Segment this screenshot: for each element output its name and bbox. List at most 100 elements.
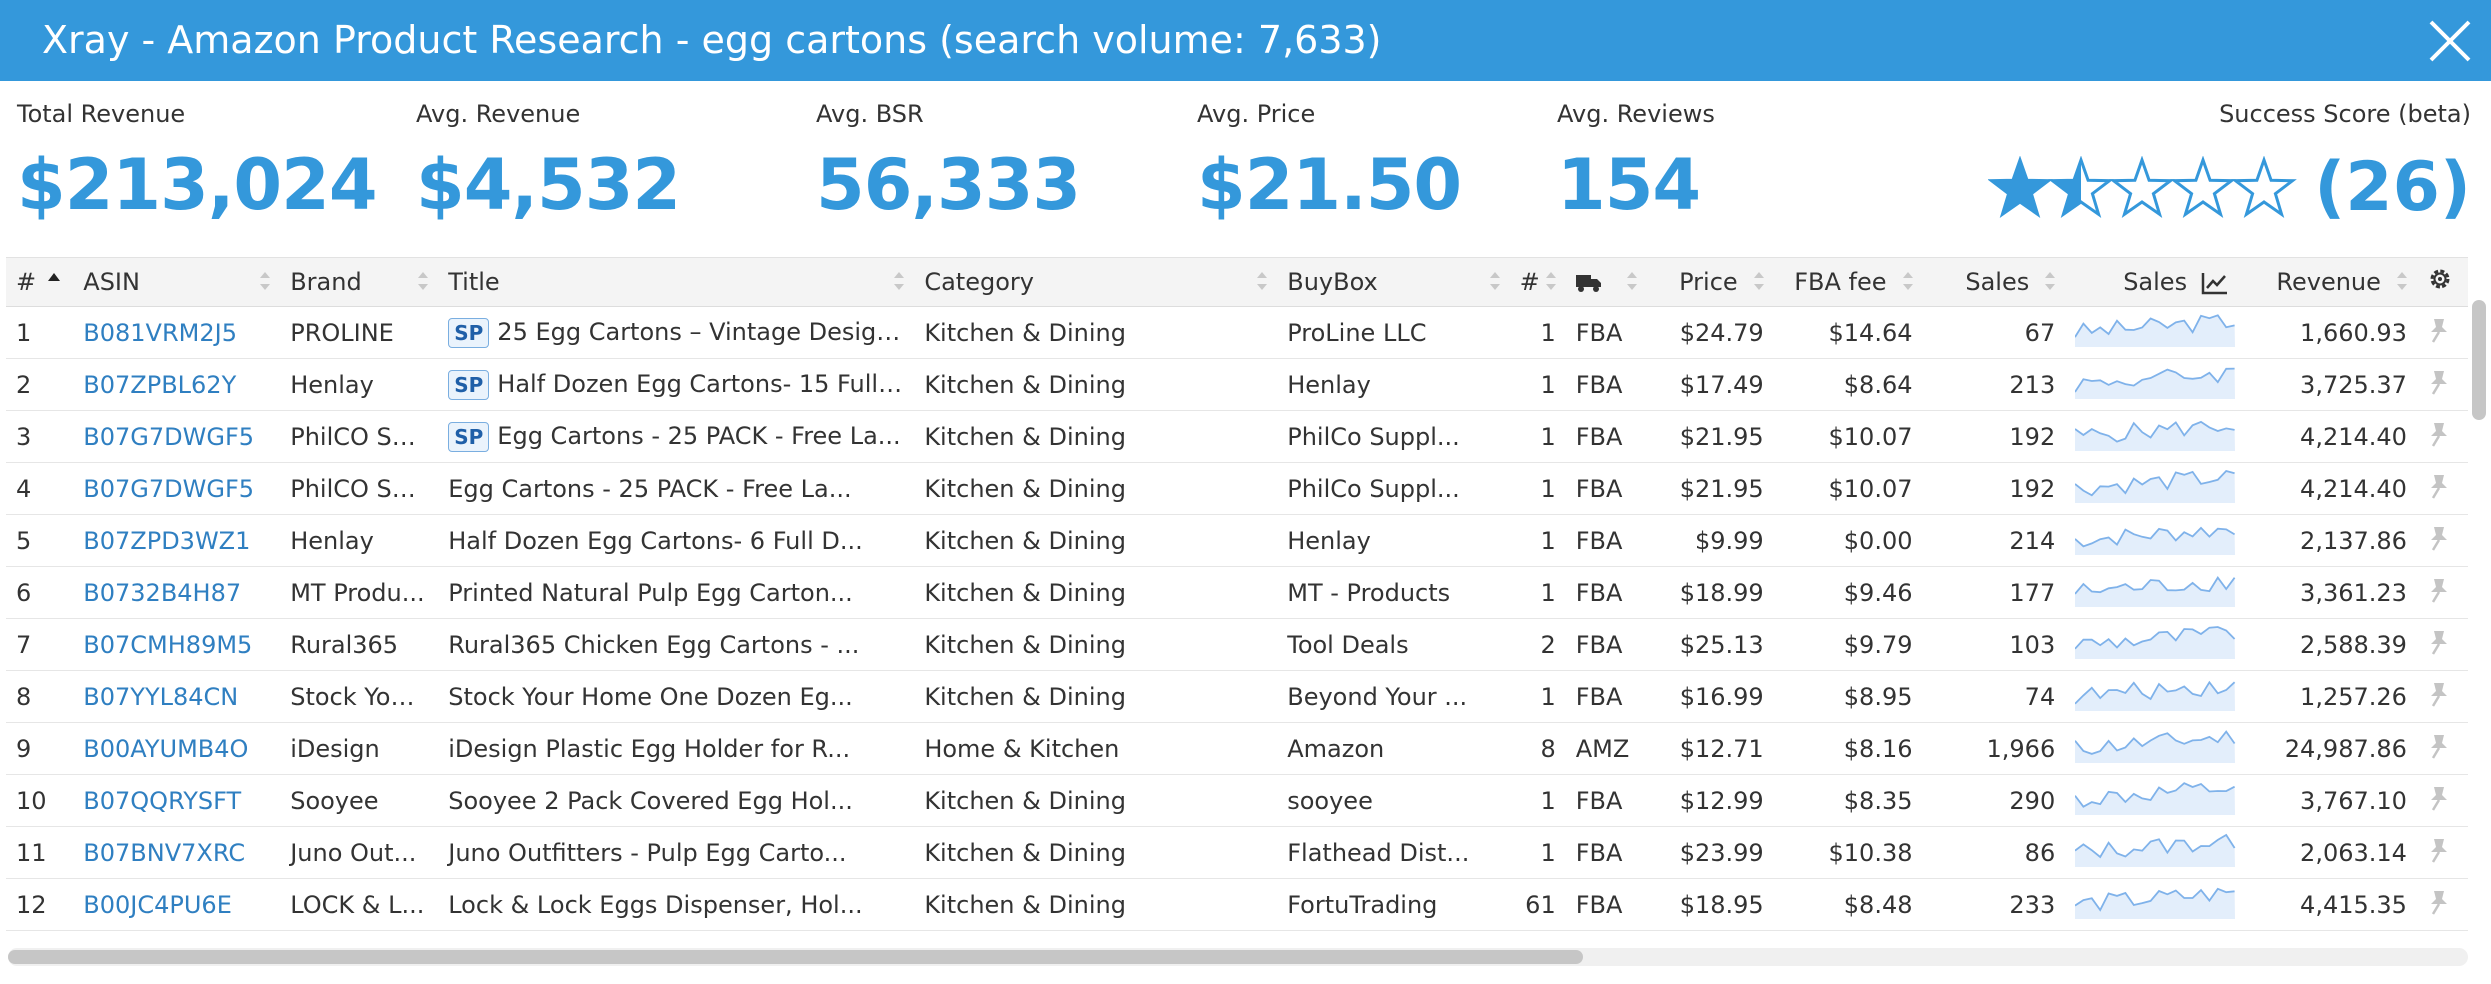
pin-cell[interactable] [2416,462,2468,515]
table-row[interactable]: 4 B07G7DWGF5 PhilCO Su... Egg Cartons - 25 … [6,462,2468,515]
pin-icon[interactable] [2427,369,2451,395]
pin-icon[interactable] [2427,525,2451,551]
col-header-revenue[interactable]: Revenue [2248,258,2417,307]
table-row[interactable]: 9 B00AYUMB4O iDesign iDesign Plastic Egg Ho… [6,722,2468,775]
col-header-price[interactable]: Price [1647,258,1774,307]
table-row[interactable]: 12 B00JC4PU6E LOCK & L... Lock & Lock Eggs … [6,878,2468,931]
table-row[interactable]: 10 B07QQRYSFT Sooyee Sooyee 2 Pack Covered … [6,774,2468,827]
title-text: Rural365 Chicken Egg Cartons - ... [448,630,860,659]
price-cell: $12.71 [1647,722,1774,775]
stat-label: Avg. Reviews [1557,100,1715,128]
pin-icon[interactable] [2427,837,2451,863]
pin-icon[interactable] [2427,473,2451,499]
fba-fee-cell: $8.48 [1773,878,1923,931]
table-row[interactable]: 2 B07ZPBL62Y Henlay SP Half Dozen Egg Carton… [6,358,2468,411]
title-cell: Half Dozen Egg Cartons- 6 Full D... [438,514,915,567]
stat-value: 56,333 [816,144,1081,226]
horizontal-scroll-thumb[interactable] [8,950,1583,964]
fulfillment-cell: FBA [1565,618,1648,671]
col-header-sellers[interactable]: # [1509,258,1566,307]
table-row[interactable]: 5 B07ZPD3WZ1 Henlay Half Dozen Egg Cartons-… [6,514,2468,567]
table-row[interactable]: 1 B081VRM2J5 PROLINE SP 25 Egg Cartons – Vin… [6,306,2468,359]
pin-cell[interactable] [2416,670,2468,723]
horizontal-scrollbar[interactable] [8,948,2468,966]
pin-cell[interactable] [2416,358,2468,411]
buybox-cell: PhilCo Suppl... [1277,462,1510,515]
asin-link[interactable]: B07YYL84CN [73,670,281,723]
brand-cell: Stock You... [280,670,439,723]
pin-icon[interactable] [2427,317,2451,343]
buybox-cell: Flathead Dist... [1277,826,1510,879]
pin-cell[interactable] [2416,774,2468,827]
asin-link[interactable]: B00JC4PU6E [73,878,281,931]
asin-link[interactable]: B07QQRYSFT [73,774,281,827]
category-cell: Kitchen & Dining [914,826,1278,879]
pin-icon[interactable] [2427,785,2451,811]
asin-link[interactable]: B0732B4H87 [73,566,281,619]
sales-cell: 86 [1922,826,2066,879]
stat-label: Avg. BSR [816,100,924,128]
pin-cell[interactable] [2416,566,2468,619]
col-header-fba-fee[interactable]: FBA fee [1773,258,1923,307]
pin-icon[interactable] [2427,577,2451,603]
pin-cell[interactable] [2416,410,2468,463]
table-row[interactable]: 8 B07YYL84CN Stock You... Stock Your Home O… [6,670,2468,723]
asin-link[interactable]: B07CMH89M5 [73,618,281,671]
fba-fee-cell: $0.00 [1773,514,1923,567]
sellers-count: 1 [1509,410,1566,463]
pin-cell[interactable] [2416,826,2468,879]
pin-cell[interactable] [2416,722,2468,775]
asin-link[interactable]: B07BNV7XRC [73,826,281,879]
star-icon [2170,155,2237,218]
buybox-cell: Amazon [1277,722,1510,775]
table-row[interactable]: 11 B07BNV7XRC Juno Out... Juno Outfitters -… [6,826,2468,879]
col-header-buybox[interactable]: BuyBox [1277,258,1510,307]
table-row[interactable]: 7 B07CMH89M5 Rural365 Rural365 Chicken Egg … [6,618,2468,671]
asin-link[interactable]: B07ZPD3WZ1 [73,514,281,567]
buybox-cell: Beyond Your ... [1277,670,1510,723]
star-icon [2048,155,2115,218]
vertical-scroll-thumb[interactable] [2472,300,2486,420]
brand-cell: PROLINE [280,306,439,359]
fba-fee-cell: $8.35 [1773,774,1923,827]
col-header-num[interactable]: # [6,258,74,307]
stat-avg-price: Avg. Price $21.50 [1197,100,1462,226]
sellers-count: 1 [1509,566,1566,619]
pin-icon[interactable] [2427,889,2451,915]
table-row[interactable]: 3 B07G7DWGF5 PhilCO Su... SP Egg Cartons - 2… [6,410,2468,463]
pin-icon[interactable] [2427,733,2451,759]
price-cell: $21.95 [1647,410,1774,463]
gear-icon[interactable] [2427,266,2453,292]
pin-icon[interactable] [2427,421,2451,447]
pin-cell[interactable] [2416,514,2468,567]
col-header-asin[interactable]: ASIN [73,258,281,307]
sales-trend-cell [2065,306,2249,359]
asin-link[interactable]: B07ZPBL62Y [73,358,281,411]
sellers-count: 8 [1509,722,1566,775]
asin-link[interactable]: B07G7DWGF5 [73,462,281,515]
revenue-cell: 3,767.10 [2248,774,2417,827]
sales-sparkline [2074,575,2236,607]
table-row[interactable]: 6 B0732B4H87 MT Produ... Printed Natural Pu… [6,566,2468,619]
col-header-sales-trend[interactable]: Sales [2065,258,2249,307]
pin-cell[interactable] [2416,618,2468,671]
col-header-title[interactable]: Title [438,258,915,307]
truck-icon [1575,275,1601,292]
category-cell: Kitchen & Dining [914,306,1278,359]
fulfillment-cell: FBA [1565,566,1648,619]
col-header-settings[interactable] [2416,258,2468,307]
col-header-sales[interactable]: Sales [1922,258,2066,307]
pin-cell[interactable] [2416,878,2468,931]
buybox-cell: FortuTrading [1277,878,1510,931]
asin-link[interactable]: B07G7DWGF5 [73,410,281,463]
asin-link[interactable]: B081VRM2J5 [73,306,281,359]
col-header-fulfillment[interactable] [1565,258,1648,307]
close-icon[interactable] [2427,18,2473,64]
asin-link[interactable]: B00AYUMB4O [73,722,281,775]
sponsored-badge: SP [448,317,490,348]
pin-icon[interactable] [2427,681,2451,707]
col-header-brand[interactable]: Brand [280,258,439,307]
pin-cell[interactable] [2416,306,2468,359]
pin-icon[interactable] [2427,629,2451,655]
col-header-category[interactable]: Category [914,258,1278,307]
